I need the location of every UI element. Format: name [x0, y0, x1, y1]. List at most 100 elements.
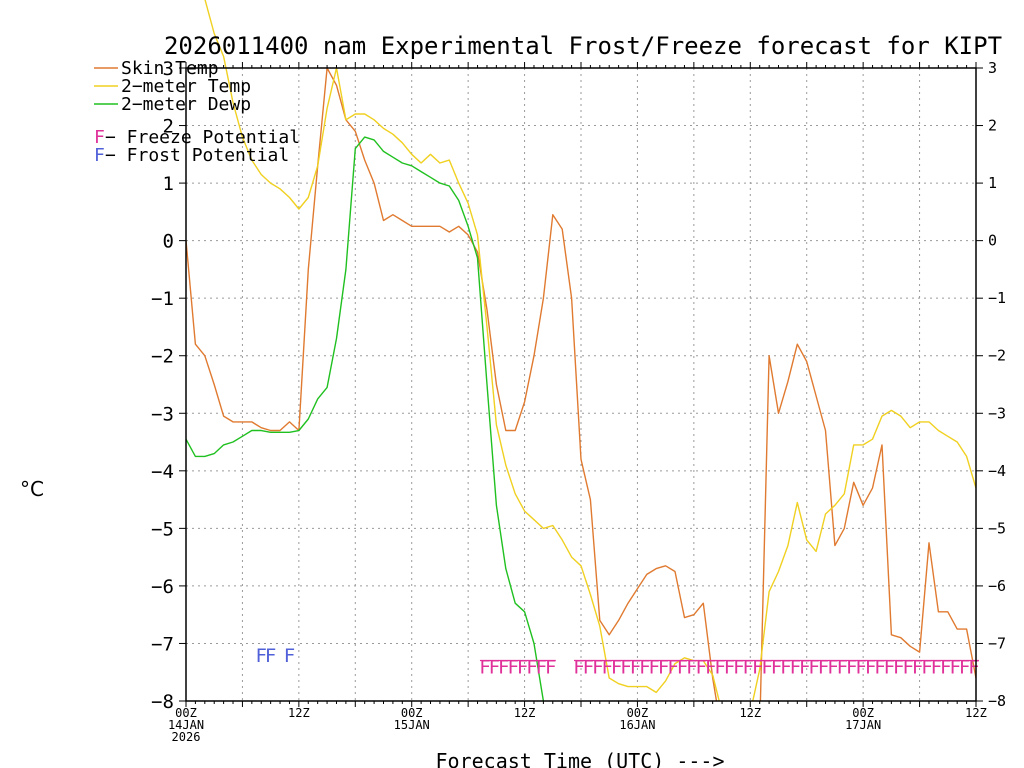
legend-marker-label: − Frost Potential	[105, 145, 289, 166]
x-tick-label: 2026	[172, 730, 201, 744]
x-tick-label: 12Z	[288, 706, 310, 720]
freeze-marker: F	[743, 656, 754, 678]
frost-marker: F	[265, 645, 276, 667]
freeze-marker: F	[696, 656, 707, 678]
freeze-marker: F	[818, 656, 829, 678]
x-tick-label: 12Z	[965, 706, 987, 720]
y-axis-label: °C	[20, 477, 44, 501]
y-tick-label-right: −8	[988, 692, 1006, 710]
x-tick-label: 17JAN	[845, 718, 881, 732]
y-tick-label-right: 2	[988, 117, 997, 135]
freeze-marker: F	[649, 656, 660, 678]
y-tick-label-right: −3	[988, 404, 1006, 422]
y-tick-label: 0	[163, 231, 174, 253]
freeze-marker: F	[526, 656, 537, 678]
y-tick-label: −5	[151, 518, 174, 540]
x-tick-label: 14JAN	[168, 718, 204, 732]
freeze-marker: F	[724, 656, 735, 678]
freeze-marker: F	[884, 656, 895, 678]
freeze-marker: F	[639, 656, 650, 678]
freeze-marker: F	[498, 656, 509, 678]
freeze-marker: F	[808, 656, 819, 678]
freeze-marker: F	[827, 656, 838, 678]
plot-frame	[185, 67, 977, 702]
freeze-marker: F	[752, 656, 763, 678]
freeze-marker: F	[949, 656, 960, 678]
freeze-marker: F	[601, 656, 612, 678]
y-tick-label-right: −5	[988, 519, 1006, 537]
x-tick-label: 00Z	[175, 706, 197, 720]
freeze-marker: F	[846, 656, 857, 678]
freeze-marker: F	[893, 656, 904, 678]
x-tick-label: 12Z	[739, 706, 761, 720]
y-tick-label-right: −4	[988, 462, 1006, 480]
freeze-marker: F	[611, 656, 622, 678]
y-tick-label: −2	[151, 346, 174, 368]
freeze-marker: F	[921, 656, 932, 678]
series-line-2-meter-temp	[204, 0, 976, 701]
freeze-marker: F	[790, 656, 801, 678]
y-tick-label: −8	[151, 691, 174, 713]
freeze-marker: F	[489, 656, 500, 678]
x-tick-label: 00Z	[627, 706, 649, 720]
frost-marker: F	[256, 645, 267, 667]
freeze-marker: F	[902, 656, 913, 678]
freeze-marker: F	[536, 656, 547, 678]
x-tick-label: 16JAN	[619, 718, 655, 732]
freeze-marker: F	[583, 656, 594, 678]
legend-entry: 2−meter Temp	[121, 76, 251, 97]
freeze-marker: F	[705, 656, 716, 678]
legend-marker-entry: F	[94, 145, 105, 166]
freeze-marker: F	[517, 656, 528, 678]
y-tick-label: −3	[151, 403, 174, 425]
freeze-marker: F	[733, 656, 744, 678]
y-tick-label-right: 3	[988, 59, 997, 77]
freeze-marker: F	[479, 656, 490, 678]
freeze-marker: F	[874, 656, 885, 678]
freeze-marker: F	[714, 656, 725, 678]
series-line-2-meter-dewp	[186, 136, 545, 701]
grid-lines	[186, 68, 976, 701]
chart-title: 2026011400 nam Experimental Frost/Freeze…	[164, 32, 1002, 60]
y-tick-label-right: −6	[988, 577, 1006, 595]
x-tick-label: 15JAN	[394, 718, 430, 732]
freeze-marker: F	[837, 656, 848, 678]
freeze-marker: F	[545, 656, 556, 678]
freeze-marker: F	[931, 656, 942, 678]
freeze-marker: F	[780, 656, 791, 678]
y-tick-label-right: 0	[988, 232, 997, 250]
x-tick-label: 00Z	[401, 706, 423, 720]
plot-area	[186, 0, 976, 701]
freeze-marker: F	[940, 656, 951, 678]
freeze-marker: F	[667, 656, 678, 678]
y-tick-label-right: −2	[988, 347, 1006, 365]
legend-marker-label: − Freeze Potential	[105, 127, 300, 148]
y-tick-label-right: −7	[988, 634, 1006, 652]
legend-marker-entry: F	[94, 127, 105, 148]
frost-marker: F	[284, 645, 295, 667]
legend-entry: Skin Temp	[121, 58, 219, 79]
freeze-marker: F	[620, 656, 631, 678]
x-tick-label: 12Z	[514, 706, 536, 720]
axes: 3 3 2 2 1 1 0 0 −1 −1 −2 −2 −3 −3 −4 −4 −5 −5 −6 −6 −7 −7 −8 −8…	[151, 58, 1006, 744]
freeze-marker: F	[968, 656, 979, 678]
y-tick-label: −4	[151, 461, 174, 483]
x-tick-label: 00Z	[852, 706, 874, 720]
freeze-marker: F	[799, 656, 810, 678]
y-tick-label-right: 1	[988, 174, 997, 192]
freeze-marker: F	[573, 656, 584, 678]
y-tick-label: 3	[163, 58, 174, 80]
legend-entry: 2−meter Dewp	[121, 94, 251, 115]
freeze-marker: F	[592, 656, 603, 678]
freeze-marker: F	[658, 656, 669, 678]
y-tick-label: −6	[151, 576, 174, 598]
y-tick-label: 1	[163, 173, 174, 195]
freeze-marker: F	[959, 656, 970, 678]
freeze-marker: F	[507, 656, 518, 678]
freeze-marker: F	[686, 656, 697, 678]
freeze-marker: F	[912, 656, 923, 678]
freeze-marker: F	[761, 656, 772, 678]
